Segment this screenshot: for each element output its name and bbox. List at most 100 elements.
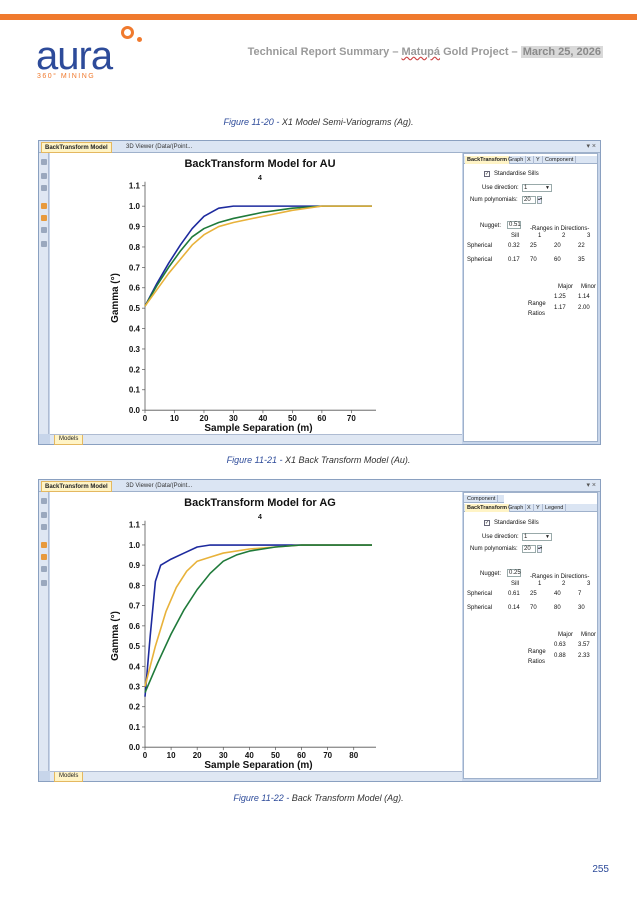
panel-tab-component[interactable]: Component [465, 495, 499, 503]
ratio-minor-1[interactable]: 3.57 [578, 642, 590, 648]
y-tick-label: 0.2 [129, 703, 141, 712]
structure-range-2[interactable]: 80 [554, 605, 561, 611]
window-tabbar: BackTransform Model 3D Viewer (Data/(Poi… [39, 480, 600, 492]
structure-range-1[interactable]: 70 [530, 605, 537, 611]
structure-range-3[interactable]: 7 [578, 591, 582, 597]
panel-tab-backtransform[interactable]: BackTransform [465, 504, 511, 512]
x-tick-label: 70 [347, 414, 356, 423]
structure-range-1[interactable]: 70 [530, 257, 537, 263]
structure-range-1[interactable]: 25 [530, 591, 537, 597]
dropdown-arrow-icon[interactable]: ▼ [545, 534, 550, 540]
structure-range-2[interactable]: 20 [554, 243, 561, 249]
tab-3d-viewer[interactable]: 3D Viewer (Data/(Point... [126, 483, 193, 489]
use-direction-label: Use direction: [482, 185, 519, 191]
ratio-minor-1[interactable]: 1.14 [578, 294, 590, 300]
chart-title: BackTransform Model for AU [184, 158, 335, 170]
figure-caption-11-22: Figure 11-22 - Back Transform Model (Ag)… [0, 793, 637, 803]
tool-close-icon[interactable] [41, 498, 47, 504]
window-controls[interactable]: ▾ × [586, 143, 596, 150]
panel-tab-y[interactable]: Y [534, 504, 543, 512]
tool-save-icon[interactable] [41, 554, 47, 560]
structure-range-3[interactable]: 22 [578, 243, 585, 249]
y-tick-label: 0.7 [129, 602, 141, 611]
x-tick-label: 10 [170, 414, 179, 423]
models-tab[interactable]: Models [54, 435, 84, 445]
structure-sill[interactable]: 0.61 [508, 591, 520, 597]
dir-header-3: 3 [587, 581, 591, 587]
structure-range-2[interactable]: 60 [554, 257, 561, 263]
panel-tabs-row1: Component [464, 495, 504, 503]
dir-header-1: 1 [538, 581, 542, 587]
tool-edit-icon[interactable] [41, 580, 47, 586]
structure-range-2[interactable]: 40 [554, 591, 561, 597]
dropdown-arrow-icon[interactable]: ▼ [545, 185, 550, 191]
structure-range-3[interactable]: 30 [578, 605, 585, 611]
panel-tab-graph[interactable]: Graph [506, 156, 527, 164]
panel-tab-component[interactable]: Component [543, 156, 577, 164]
num-poly-input[interactable]: 20 [522, 196, 536, 204]
figure-caption-11-21: Figure 11-21 - X1 Back Transform Model (… [0, 455, 637, 465]
tool-page-icon[interactable] [41, 173, 47, 179]
structure-range-1[interactable]: 25 [530, 243, 537, 249]
structure-sill[interactable]: 0.14 [508, 605, 520, 611]
structure-range-3[interactable]: 35 [578, 257, 585, 263]
structure-name: Spherical [467, 591, 493, 597]
logo-word: aura [36, 34, 113, 78]
ratio-major-2[interactable]: 1.17 [554, 305, 566, 311]
standardise-checkbox[interactable]: ✓ [484, 171, 490, 177]
panel-tabs: BackTransform Graph X Y Component [464, 156, 597, 164]
num-poly-spinner[interactable]: ▴▾ [537, 545, 542, 553]
structure-sill[interactable]: 0.32 [508, 243, 520, 249]
ratio-major-2[interactable]: 0.88 [554, 653, 566, 659]
tool-grid-icon[interactable] [41, 566, 47, 572]
nugget-input[interactable]: 0.51 [507, 221, 521, 229]
num-poly-input[interactable]: 20 [522, 545, 536, 553]
header-accent-bar [0, 14, 637, 20]
y-tick-label: 0.3 [129, 345, 141, 354]
panel-tab-x[interactable]: X [525, 156, 534, 164]
nugget-input[interactable]: 0.25 [507, 569, 521, 577]
ratio-minor-2[interactable]: 2.00 [578, 305, 590, 311]
caption-label: Figure 11-22 - [233, 793, 290, 803]
panel-tab-x[interactable]: X [525, 504, 534, 512]
aura-logo: aura 360° MINING [36, 24, 156, 84]
panel-tab-graph[interactable]: Graph [506, 504, 527, 512]
y-tick-label: 0.4 [129, 325, 141, 334]
properties-panel: BackTransform Graph X Y Component ✓ Stan… [463, 153, 598, 442]
x-tick-label: 40 [258, 414, 267, 423]
tool-close-icon[interactable] [41, 159, 47, 165]
tool-save-icon[interactable] [41, 215, 47, 221]
x-tick-label: 70 [323, 751, 332, 760]
chart-subtitle: 4 [258, 514, 262, 521]
models-tab[interactable]: Models [54, 772, 84, 782]
ratio-major-1[interactable]: 1.25 [554, 294, 566, 300]
panel-tab-y[interactable]: Y [534, 156, 543, 164]
use-direction-select[interactable]: 1 [522, 184, 552, 192]
tool-edit-icon[interactable] [41, 241, 47, 247]
x-axis-label: Sample Separation (m) [204, 423, 312, 434]
tool-folder-icon[interactable] [41, 542, 47, 548]
tab-backtransform-model[interactable]: BackTransform Model [41, 142, 112, 153]
ratio-minor-2[interactable]: 2.33 [578, 653, 590, 659]
window-controls[interactable]: ▾ × [586, 482, 596, 489]
num-poly-spinner[interactable]: ▴▾ [537, 196, 542, 204]
tool-zoom-icon[interactable] [41, 524, 47, 530]
panel-tab-legend[interactable]: Legend [543, 504, 567, 512]
panel-tab-backtransform[interactable]: BackTransform [465, 156, 511, 164]
tool-zoom-icon[interactable] [41, 185, 47, 191]
header-prefix: Technical Report Summary – [247, 46, 399, 58]
tool-page-icon[interactable] [41, 512, 47, 518]
series-line-2 [144, 544, 372, 693]
structure-sill[interactable]: 0.17 [508, 257, 520, 263]
tool-folder-icon[interactable] [41, 203, 47, 209]
tab-backtransform-model[interactable]: BackTransform Model [41, 481, 112, 492]
tab-3d-viewer[interactable]: 3D Viewer (Data/(Point... [126, 144, 193, 150]
tool-grid-icon[interactable] [41, 227, 47, 233]
y-tick-label: 0.6 [129, 622, 141, 631]
header-mid: Gold Project – [443, 46, 518, 58]
use-direction-select[interactable]: 1 [522, 533, 552, 541]
standardise-checkbox[interactable]: ✓ [484, 520, 490, 526]
y-tick-label: 1.1 [129, 521, 141, 530]
ratio-major-1[interactable]: 0.63 [554, 642, 566, 648]
x-tick-label: 20 [193, 751, 202, 760]
